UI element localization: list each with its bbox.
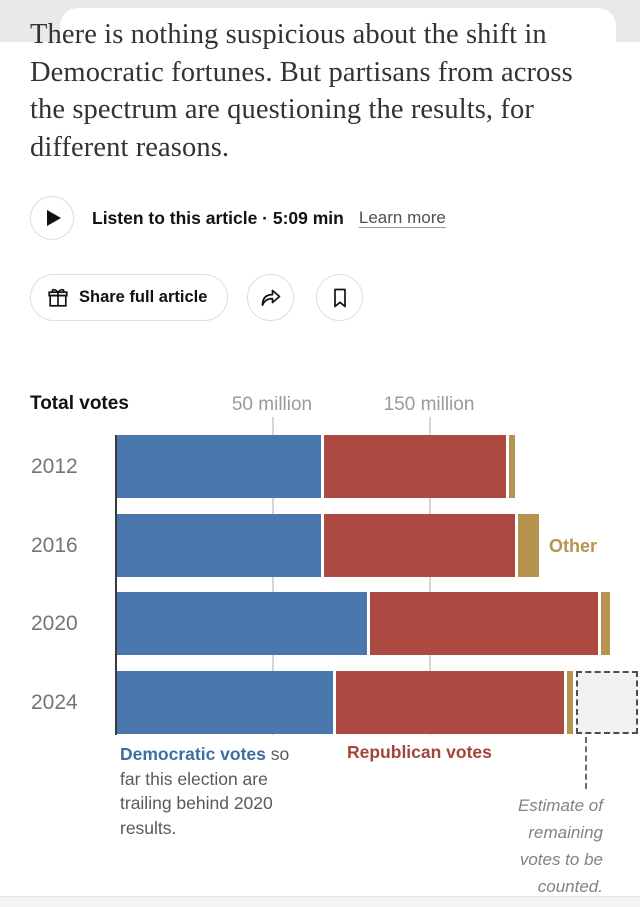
- democratic-annotation-rest: so far this election are trailing behind…: [120, 744, 290, 838]
- year-label-2012: 2012: [31, 454, 78, 478]
- other-bar-2020: [601, 592, 611, 655]
- play-icon: [47, 210, 61, 226]
- play-audio-button[interactable]: [30, 196, 74, 240]
- democratic-bar-2024: [117, 671, 333, 734]
- other-series-label: Other: [549, 536, 598, 556]
- democratic-bar-2016: [117, 514, 321, 577]
- estimate-remaining-box: [575, 671, 638, 734]
- democratic-bar-2020: [117, 592, 367, 655]
- article-summary: There is nothing suspicious about the sh…: [30, 19, 573, 163]
- x-tick-label: 50 million: [231, 394, 313, 415]
- listen-label: Listen to this article · 5:09 min: [92, 207, 344, 228]
- other-bar-2012: [508, 435, 515, 498]
- bookmark-icon: [329, 286, 351, 310]
- bookmark-button[interactable]: [316, 274, 364, 321]
- audio-player-row: Listen to this article · 5:09 min Learn …: [30, 196, 446, 240]
- learn-more-link[interactable]: Learn more: [358, 208, 446, 227]
- year-label-2024: 2024: [31, 690, 78, 714]
- x-tick-line: [429, 417, 431, 735]
- x-tick-label: 150 million: [383, 394, 475, 415]
- republican-annotation: Republican votes: [347, 742, 492, 762]
- republican-bar-2020: [369, 592, 599, 655]
- share-full-article-label: Share full article: [79, 288, 208, 306]
- estimate-connector-line: [585, 737, 587, 789]
- sheet-top-background: [0, 0, 640, 48]
- article-actions-row: Share full article: [30, 274, 364, 321]
- other-bar-2016: [517, 514, 540, 577]
- x-tick-line: [272, 417, 274, 735]
- democratic-annotation: Democratic votes so far this election ar…: [120, 742, 302, 840]
- share-button[interactable]: [247, 274, 295, 321]
- republican-bar-2024: [335, 671, 565, 734]
- year-label-2016: 2016: [31, 533, 78, 557]
- bottom-page-strip: [0, 896, 640, 907]
- share-arrow-icon: [259, 286, 283, 310]
- other-bar-2024: [567, 671, 574, 734]
- share-full-article-button[interactable]: Share full article: [30, 274, 229, 321]
- democratic-bar-2012: [117, 435, 321, 498]
- chart-title: Total votes: [30, 393, 129, 414]
- sheet-card-top-edge: [60, 8, 616, 48]
- gift-icon: [47, 287, 69, 309]
- estimate-annotation: Estimate of remaining votes to be counte…: [517, 796, 603, 896]
- year-label-2020: 2020: [31, 611, 78, 635]
- democratic-annotation-bold: Democratic votes: [120, 744, 266, 764]
- republican-bar-2016: [323, 514, 515, 577]
- republican-bar-2012: [323, 435, 506, 498]
- chart-y-axis-line: [115, 435, 117, 735]
